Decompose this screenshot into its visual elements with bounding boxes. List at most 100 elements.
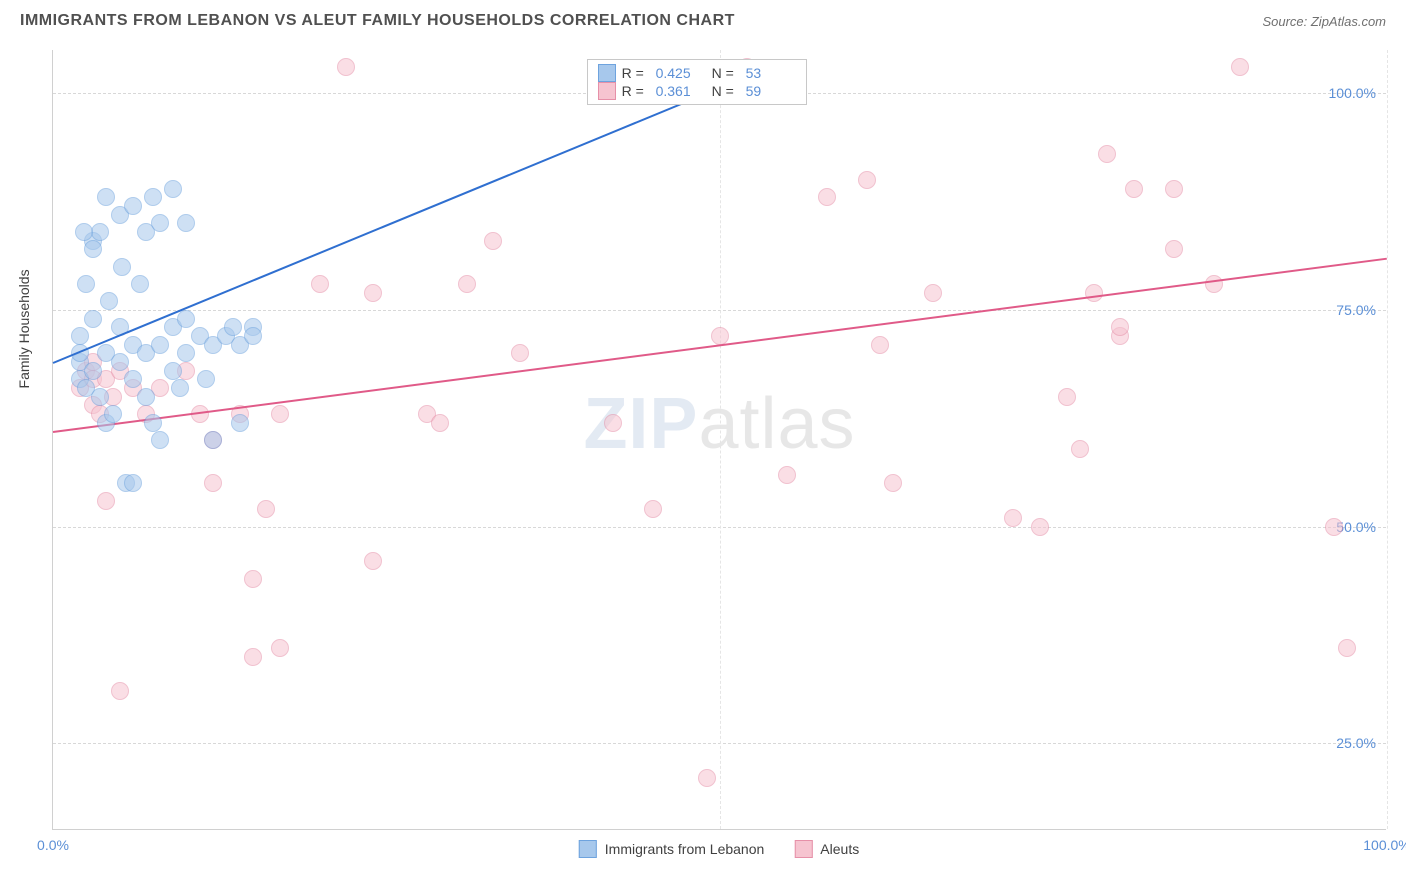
y-axis-title: Family Households — [16, 269, 32, 388]
n-value: 53 — [746, 65, 796, 81]
r-value: 0.361 — [656, 83, 706, 99]
data-point — [604, 414, 622, 432]
data-point — [257, 500, 275, 518]
data-point — [884, 474, 902, 492]
data-point — [97, 188, 115, 206]
correlation-row: R = 0.425 N = 53 — [598, 64, 796, 82]
legend-swatch — [598, 64, 616, 82]
data-point — [177, 310, 195, 328]
data-point — [104, 405, 122, 423]
watermark-light: atlas — [698, 384, 855, 464]
data-point — [1098, 145, 1116, 163]
data-point — [100, 292, 118, 310]
data-point — [75, 223, 93, 241]
data-point — [1031, 518, 1049, 536]
legend-label-lebanon: Immigrants from Lebanon — [605, 841, 765, 857]
n-value: 59 — [746, 83, 796, 99]
data-point — [124, 474, 142, 492]
r-value: 0.425 — [656, 65, 706, 81]
data-point — [778, 466, 796, 484]
data-point — [113, 258, 131, 276]
data-point — [97, 492, 115, 510]
data-point — [271, 639, 289, 657]
data-point — [871, 336, 889, 354]
data-point — [171, 379, 189, 397]
data-point — [1338, 639, 1356, 657]
x-tick-label: 0.0% — [37, 837, 69, 853]
data-point — [711, 327, 729, 345]
data-point — [197, 370, 215, 388]
correlation-legend: R = 0.425 N = 53 R = 0.361 N = 59 — [587, 59, 807, 105]
data-point — [1231, 58, 1249, 76]
data-point — [698, 769, 716, 787]
data-point — [224, 318, 242, 336]
data-point — [91, 223, 109, 241]
r-label: R = — [622, 83, 650, 99]
data-point — [1205, 275, 1223, 293]
data-point — [1111, 318, 1129, 336]
data-point — [111, 353, 129, 371]
legend-item-lebanon: Immigrants from Lebanon — [579, 840, 765, 858]
data-point — [858, 171, 876, 189]
data-point — [177, 214, 195, 232]
data-point — [77, 275, 95, 293]
data-point — [84, 240, 102, 258]
gridline-v — [1387, 50, 1388, 829]
data-point — [204, 431, 222, 449]
legend-swatch-aleuts — [794, 840, 812, 858]
data-point — [1004, 509, 1022, 527]
data-point — [164, 180, 182, 198]
data-point — [144, 188, 162, 206]
data-point — [1085, 284, 1103, 302]
data-point — [818, 188, 836, 206]
data-point — [1165, 180, 1183, 198]
data-point — [337, 58, 355, 76]
data-point — [1165, 240, 1183, 258]
data-point — [151, 214, 169, 232]
data-point — [364, 284, 382, 302]
legend-item-aleuts: Aleuts — [794, 840, 859, 858]
y-tick-label: 75.0% — [1336, 302, 1376, 318]
source-attribution: Source: ZipAtlas.com — [1262, 14, 1386, 29]
data-point — [1125, 180, 1143, 198]
chart-title: IMMIGRANTS FROM LEBANON VS ALEUT FAMILY … — [20, 12, 735, 30]
data-point — [644, 500, 662, 518]
data-point — [84, 310, 102, 328]
correlation-row: R = 0.361 N = 59 — [598, 82, 796, 100]
watermark-bold: ZIP — [583, 384, 698, 464]
data-point — [244, 327, 262, 345]
data-point — [1325, 518, 1343, 536]
data-point — [144, 414, 162, 432]
data-point — [484, 232, 502, 250]
data-point — [311, 275, 329, 293]
legend-label-aleuts: Aleuts — [820, 841, 859, 857]
data-point — [431, 414, 449, 432]
data-point — [177, 344, 195, 362]
x-tick-label: 100.0% — [1363, 837, 1406, 853]
data-point — [244, 570, 262, 588]
data-point — [84, 362, 102, 380]
gridline-v — [720, 50, 721, 829]
r-label: R = — [622, 65, 650, 81]
data-point — [131, 275, 149, 293]
n-label: N = — [712, 83, 740, 99]
data-point — [244, 648, 262, 666]
data-point — [1071, 440, 1089, 458]
data-point — [364, 552, 382, 570]
data-point — [231, 414, 249, 432]
data-point — [511, 344, 529, 362]
chart-container: ZIPatlas 25.0%50.0%75.0%100.0%0.0%100.0%… — [52, 50, 1386, 830]
legend-swatch-lebanon — [579, 840, 597, 858]
data-point — [124, 370, 142, 388]
data-point — [458, 275, 476, 293]
n-label: N = — [712, 65, 740, 81]
data-point — [151, 431, 169, 449]
data-point — [111, 682, 129, 700]
data-point — [204, 474, 222, 492]
data-point — [91, 388, 109, 406]
legend-swatch — [598, 82, 616, 100]
legend-bottom: Immigrants from Lebanon Aleuts — [579, 840, 859, 858]
data-point — [151, 336, 169, 354]
y-tick-label: 100.0% — [1329, 85, 1376, 101]
plot-area: ZIPatlas 25.0%50.0%75.0%100.0%0.0%100.0%… — [52, 50, 1386, 830]
